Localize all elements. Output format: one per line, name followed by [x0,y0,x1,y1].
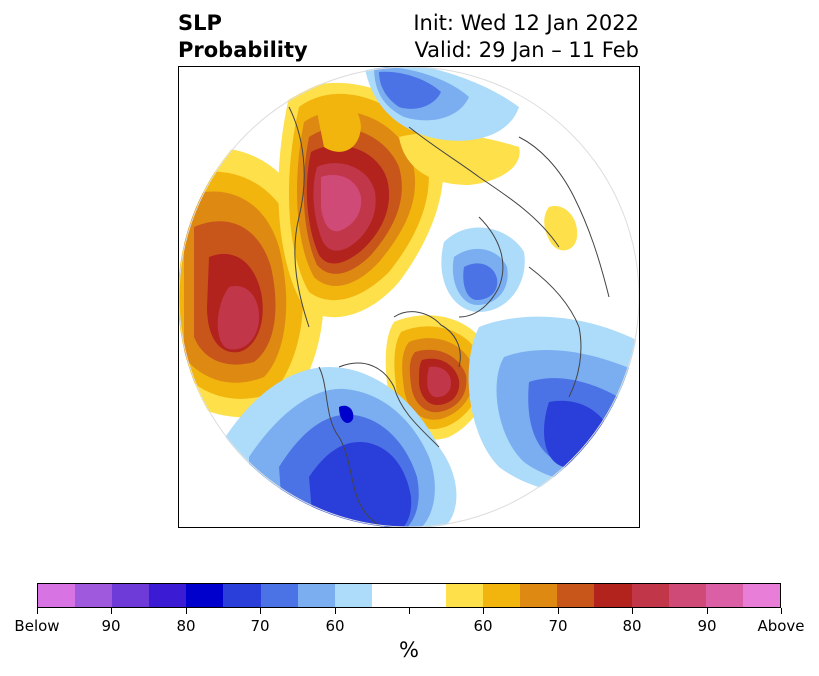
probability-map [179,67,639,527]
colorbar-swatch [705,584,743,607]
colorbar-tick [409,608,410,614]
title-line-2: Probability [178,38,308,62]
title-dates: Init: Wed 12 Jan 2022 Valid: 29 Jan – 11… [413,10,639,64]
colorbar-tick-label: 60 [473,617,493,635]
colorbar-swatch [631,584,669,607]
colorbar-tick-label: 60 [325,617,345,635]
below-region-arctic [441,227,525,312]
title-line-1: SLP [178,11,222,35]
colorbar-tick [483,608,484,614]
colorbar-swatch [520,584,558,607]
init-date: Init: Wed 12 Jan 2022 [413,11,639,35]
colorbar-tick [558,608,559,614]
colorbar-swatch [112,584,150,607]
above-region-pacific [179,147,324,418]
colorbar-units: % [399,638,419,662]
above-region-arctic [278,82,520,318]
colorbar-tick [260,608,261,614]
colorbar-tick-label: Below [14,617,60,635]
colorbar-tick-label: 80 [176,617,196,635]
colorbar-tick-label: Above [757,617,805,635]
colorbar-swatch [334,584,372,607]
title-variable: SLP Probability [178,10,308,64]
map-panel [178,66,640,528]
colorbar-swatch [594,584,632,607]
valid-date: Valid: 29 Jan – 11 Feb [414,38,639,62]
colorbar-tick-label: 90 [101,617,121,635]
colorbar-swatch [223,584,261,607]
colorbar-swatch [38,584,76,607]
colorbar-tick-label: 80 [622,617,642,635]
colorbar-tick [781,608,782,614]
colorbar-tick [111,608,112,614]
colorbar-swatch [742,584,780,607]
colorbar-swatch [260,584,298,607]
colorbar-swatch [297,584,335,607]
colorbar-swatch [557,584,595,607]
colorbar-swatch [149,584,187,607]
colorbar-swatch [75,584,113,607]
colorbar-tick [186,608,187,614]
colorbar-tick-label: 70 [548,617,568,635]
colorbar-tick [37,608,38,614]
colorbar-tick [335,608,336,614]
colorbar-swatch [408,584,447,607]
above-region-siberia [544,206,578,251]
colorbar-swatch [186,584,224,607]
colorbar-tick [707,608,708,614]
colorbar [37,583,781,608]
colorbar-tick-label: 90 [697,617,717,635]
below-region-siberia [364,67,519,141]
colorbar-swatch [668,584,706,607]
colorbar-tick [632,608,633,614]
coastlines [288,106,610,527]
colorbar-swatch [371,584,409,607]
colorbar-swatch [483,584,521,607]
colorbar-tick-label: 70 [250,617,270,635]
colorbar-swatch [446,584,484,607]
